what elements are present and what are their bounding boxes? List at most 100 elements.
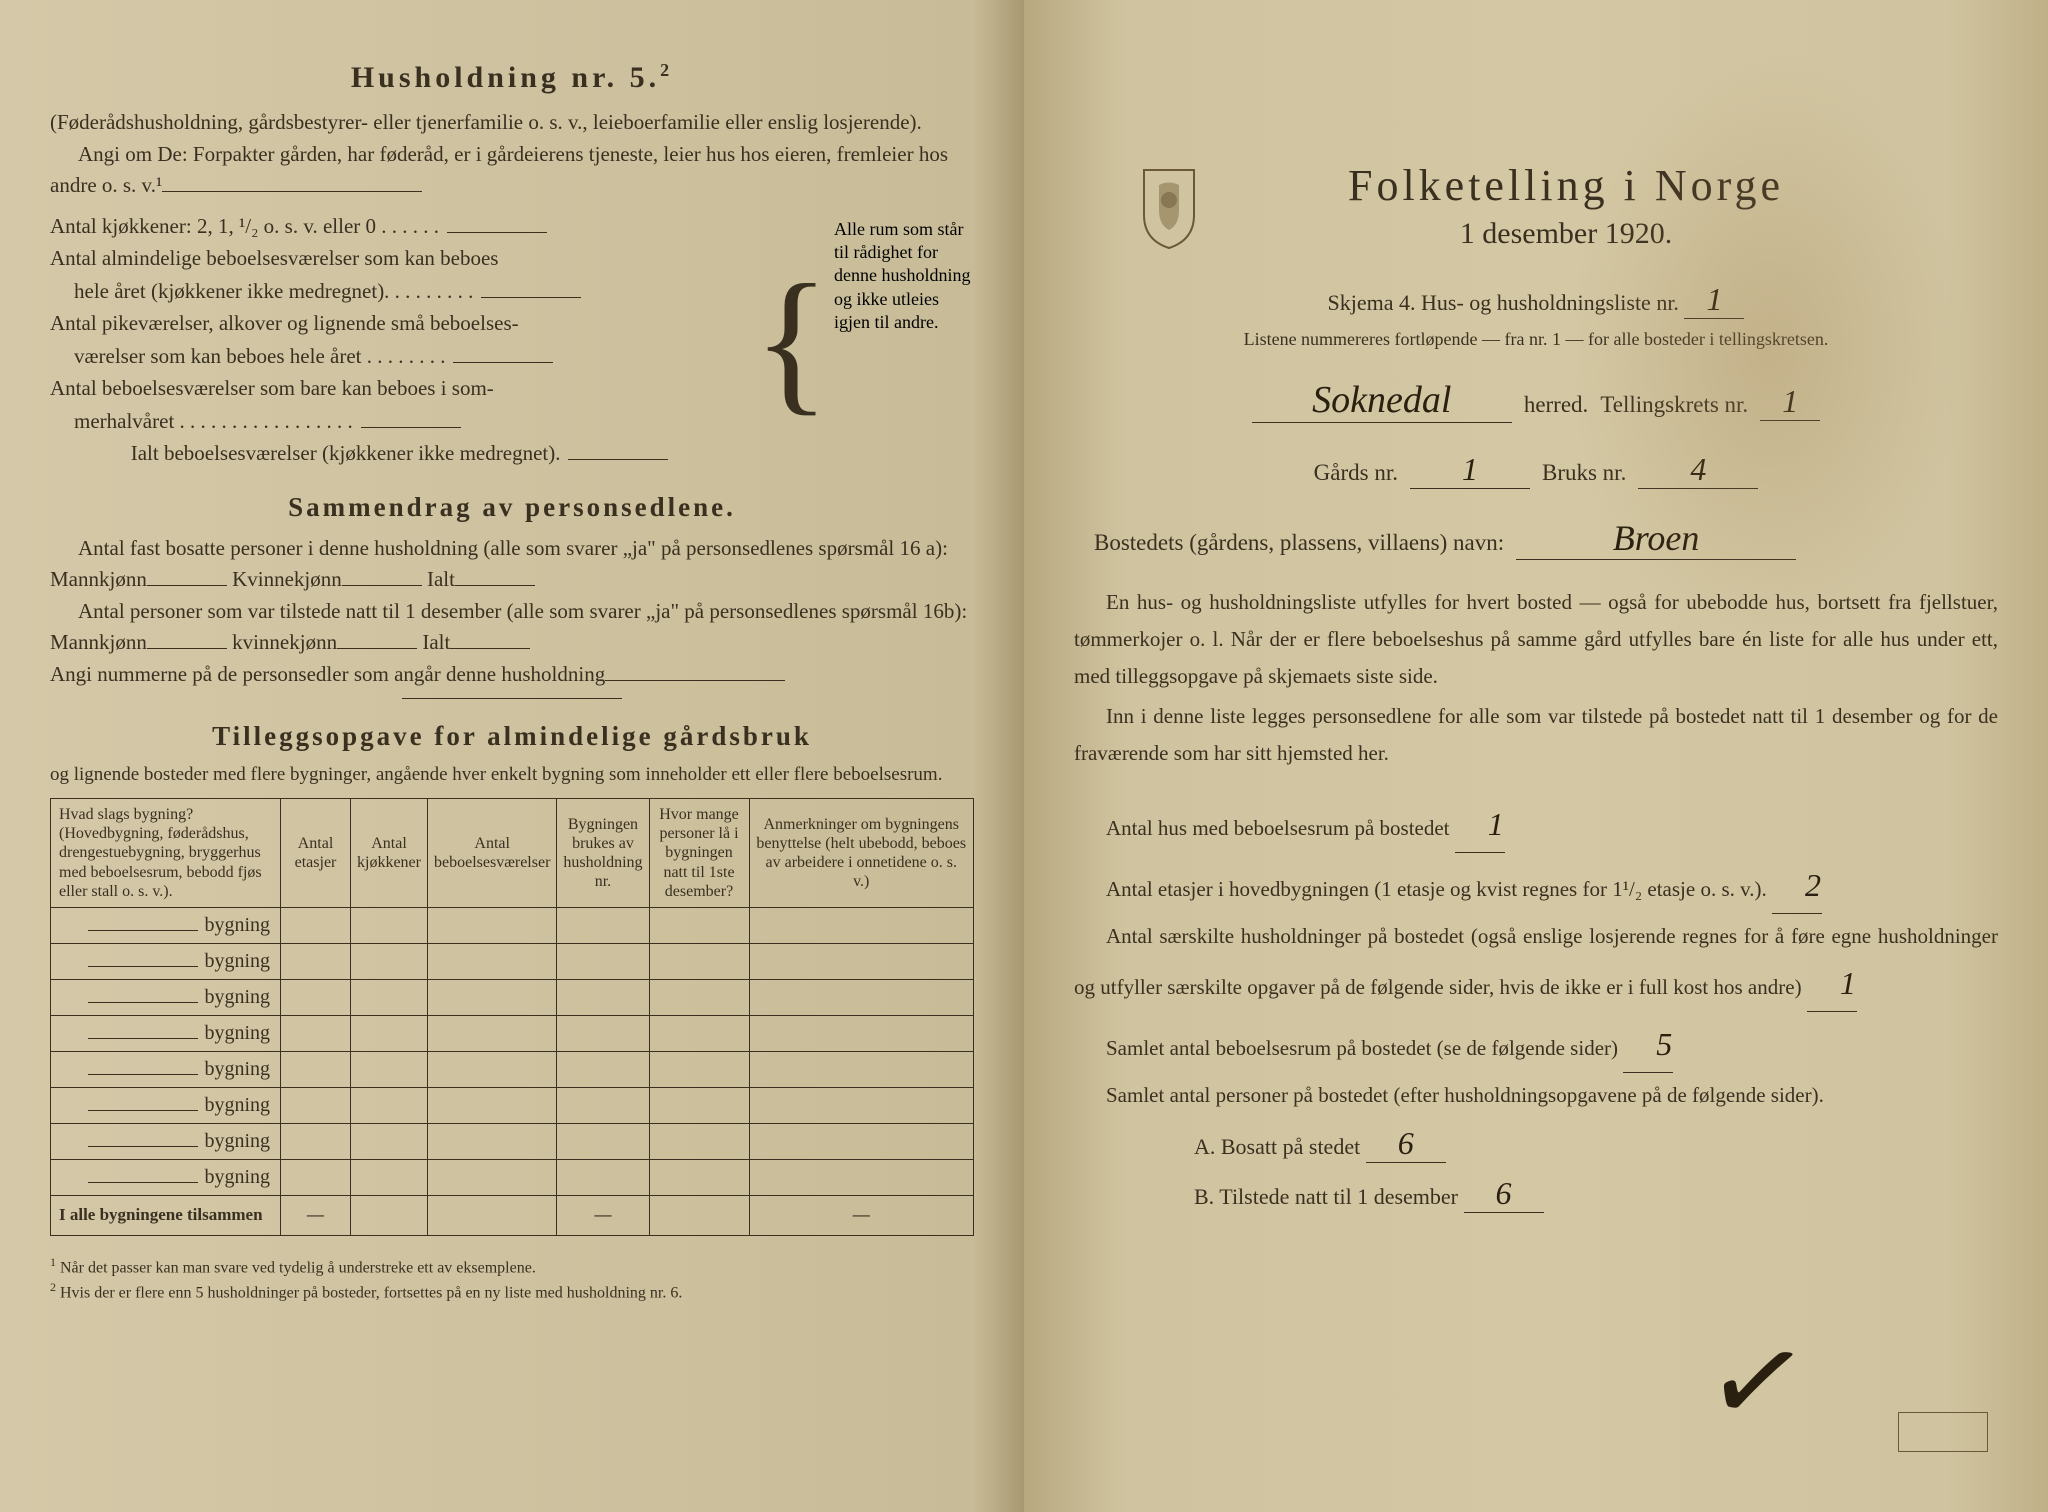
bygning-cell: bygning	[51, 1015, 281, 1051]
table-cell	[649, 943, 749, 979]
sum2-m-blank	[147, 629, 227, 649]
table-cell	[749, 979, 974, 1015]
col-6: Anmerkninger om bygningens benyttelse (h…	[749, 799, 974, 908]
qA-value: 6	[1366, 1125, 1446, 1163]
table-cell	[281, 979, 351, 1015]
table-cell	[749, 943, 974, 979]
q1-text: Antal hus med beboelsesrum på bostedet	[1106, 816, 1450, 840]
table-cell	[427, 1087, 556, 1123]
question-4: Samlet antal beboelsesrum på bostedet (s…	[1074, 1016, 1998, 1073]
para2-text: Inn i denne liste legges personsedlene f…	[1074, 698, 1998, 772]
footnote-1: 1 Når det passer kan man svare ved tydel…	[50, 1254, 974, 1279]
herred-label: herred.	[1524, 392, 1589, 418]
table-cell	[557, 943, 649, 979]
room2b: værelser som kan beboes hele året . . . …	[50, 340, 749, 373]
table-cell	[649, 907, 749, 943]
total-dash-6: —	[749, 1195, 974, 1235]
herred-value: Soknedal	[1252, 378, 1512, 423]
paragraph-1: En hus- og husholdningsliste utfylles fo…	[1074, 584, 1998, 694]
col-2: Antal kjøkkener	[351, 799, 428, 908]
room1b-blank	[481, 297, 581, 298]
tellingskrets-label: Tellingskrets nr.	[1600, 392, 1748, 418]
room1b-text: hele året (kjøkkener ikke medregnet). . …	[74, 275, 473, 308]
qB-text: B. Tilstede natt til 1 desember	[1194, 1184, 1458, 1209]
table-cell	[281, 1015, 351, 1051]
census-title: Folketelling i Norge	[1134, 160, 1998, 211]
bruks-value: 4	[1638, 451, 1758, 489]
table-cell	[427, 1123, 556, 1159]
table-cell	[351, 1015, 428, 1051]
bygning-cell: bygning	[51, 907, 281, 943]
table-cell	[427, 943, 556, 979]
table-cell	[281, 1051, 351, 1087]
paragraph-2: Inn i denne liste legges personsedlene f…	[1074, 698, 1998, 772]
tellingskrets-value: 1	[1760, 383, 1820, 421]
table-cell	[749, 1159, 974, 1195]
bygning-cell: bygning	[51, 1051, 281, 1087]
skjema-label: Skjema 4. Hus- og husholdningsliste nr.	[1328, 290, 1679, 315]
q2-value: 2	[1772, 857, 1822, 914]
checkmark-icon: ✓	[1696, 1305, 1819, 1459]
bosted-value: Broen	[1516, 517, 1796, 560]
table-cell	[281, 1087, 351, 1123]
table-cell	[427, 979, 556, 1015]
bruks-label: Bruks nr.	[1542, 460, 1626, 486]
table-row: bygning	[51, 979, 974, 1015]
sum1-m-blank	[147, 566, 227, 586]
q1-wrap: Antal hus med beboelsesrum på bostedet 1	[1074, 796, 1998, 853]
sum1-i: Ialt	[427, 567, 455, 591]
table-cell	[281, 943, 351, 979]
room2a: Antal pikeværelser, alkover og lignende …	[50, 307, 749, 340]
table-cell	[427, 1051, 556, 1087]
right-page: Folketelling i Norge 1 desember 1920. Sk…	[1024, 0, 2048, 1512]
total-dash-4: —	[557, 1195, 649, 1235]
left-page: Husholdning nr. 5.2 (Føderådshusholdning…	[0, 0, 1024, 1512]
table-cell	[557, 907, 649, 943]
table-cell	[649, 1159, 749, 1195]
question-3: Antal særskilte husholdninger på bostede…	[1074, 918, 1998, 1012]
building-table: Hvad slags bygning? (Hovedbygning, føder…	[50, 798, 974, 1236]
total-cell-2	[351, 1195, 428, 1235]
table-cell	[749, 1087, 974, 1123]
room1b: hele året (kjøkkener ikke medregnet). . …	[50, 275, 749, 308]
table-body: bygningbygningbygningbygningbygningbygni…	[51, 907, 974, 1195]
bosted-label: Bostedets (gårdens, plassens, villaens) …	[1094, 530, 1504, 556]
table-cell	[557, 1015, 649, 1051]
table-cell	[351, 1087, 428, 1123]
q2-text: Antal etasjer i hovedbygningen (1 etasje…	[1106, 877, 1767, 901]
table-cell	[281, 1123, 351, 1159]
table-cell	[351, 1123, 428, 1159]
q4-wrap: Samlet antal beboelsesrum på bostedet (s…	[1074, 1016, 1998, 1073]
q3-value: 1	[1807, 955, 1857, 1012]
table-head: Hvad slags bygning? (Hovedbygning, føder…	[51, 799, 974, 908]
table-cell	[351, 979, 428, 1015]
table-cell	[427, 1159, 556, 1195]
gards-row: Gårds nr. 1 Bruks nr. 4	[1074, 451, 1998, 489]
sum1-k-blank	[342, 566, 422, 586]
herred-row: Soknedal herred. Tellingskrets nr. 1	[1074, 378, 1998, 423]
coat-of-arms-icon	[1134, 160, 1204, 250]
kitchen-line: Antal kjøkkener: 2, 1, ¹/₂ o. s. v. elle…	[50, 210, 749, 243]
sum2-i-blank	[450, 629, 530, 649]
heading-text: Husholdning nr. 5.	[351, 61, 660, 94]
room3a: Antal beboelsesværelser som bare kan beb…	[50, 372, 749, 405]
table-row: bygning	[51, 907, 974, 943]
rooms-section: Antal kjøkkener: 2, 1, ¹/₂ o. s. v. elle…	[50, 210, 974, 470]
sum1-i-blank	[455, 566, 535, 586]
bygning-cell: bygning	[51, 1087, 281, 1123]
table-cell	[557, 1087, 649, 1123]
ialt-text: Ialt beboelsesværelser (kjøkkener ikke m…	[131, 437, 561, 470]
table-cell	[749, 1051, 974, 1087]
table-cell	[557, 1159, 649, 1195]
brace-note: Alle rum som står til rådighet for denne…	[834, 210, 974, 470]
table-cell	[557, 1123, 649, 1159]
table-cell	[649, 1123, 749, 1159]
tillegg-sub: og lignende bosteder med flere bygninger…	[50, 762, 974, 788]
table-cell	[557, 979, 649, 1015]
table-cell	[351, 907, 428, 943]
table-row: bygning	[51, 1051, 974, 1087]
census-date: 1 desember 1920.	[1134, 217, 1998, 251]
sum1-k: Kvinnekjønn	[232, 567, 342, 591]
table-cell	[649, 979, 749, 1015]
room3b-text: merhalvåret . . . . . . . . . . . . . . …	[74, 405, 353, 438]
